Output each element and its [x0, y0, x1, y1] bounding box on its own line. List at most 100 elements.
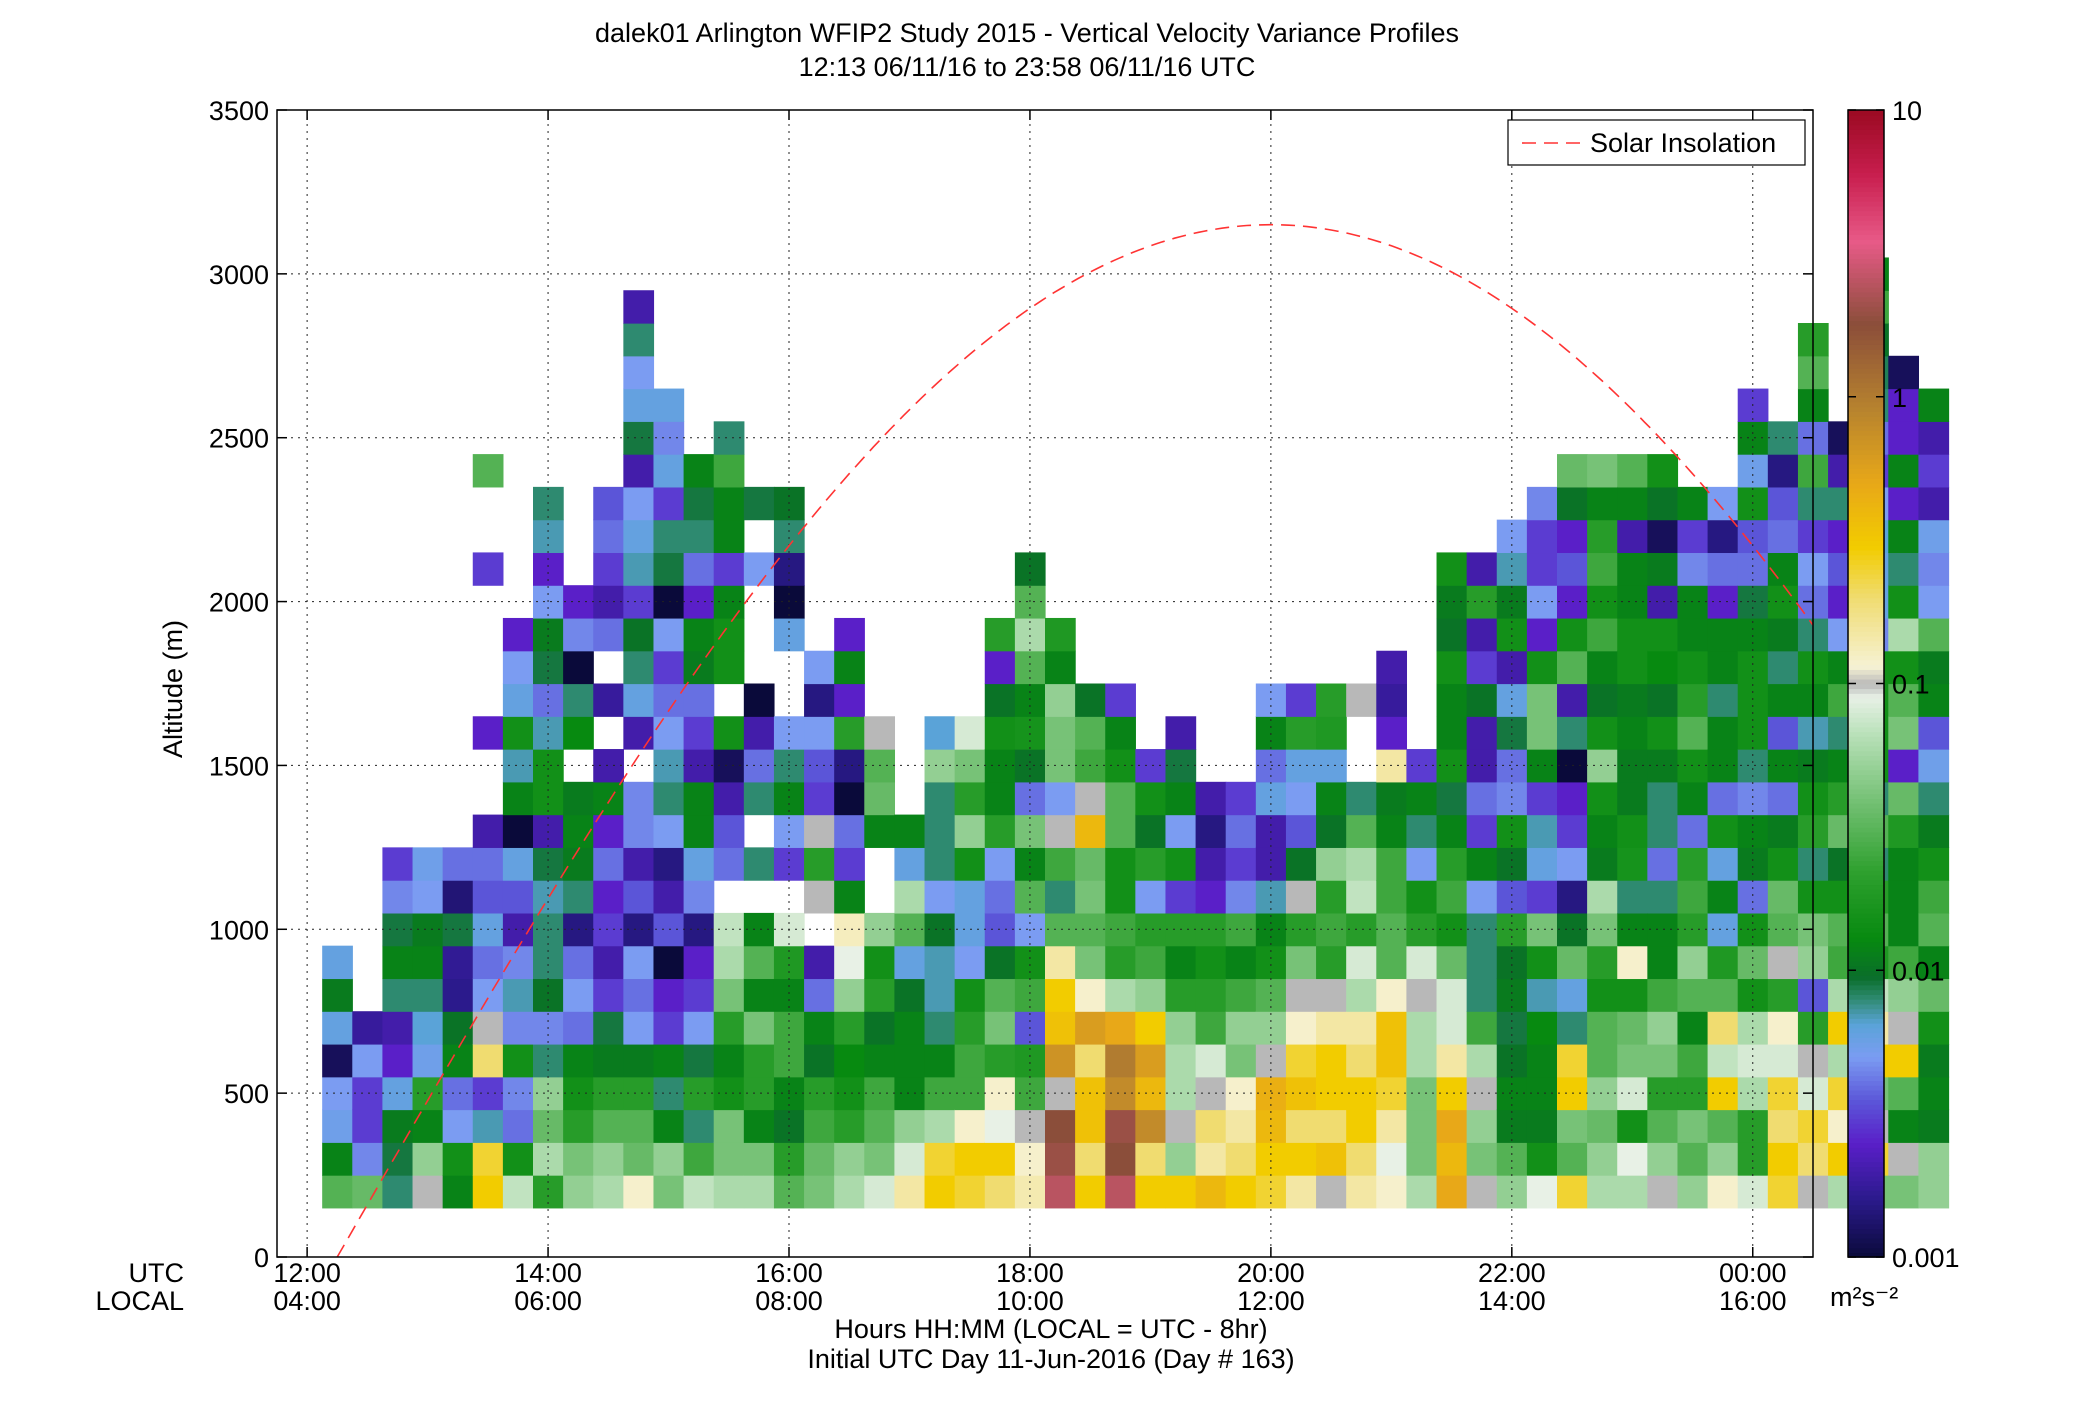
heatmap-cell: [1587, 1011, 1618, 1045]
heatmap-cell: [804, 683, 835, 717]
colorbar-band: [1848, 114, 1884, 121]
colorbar-band: [1848, 807, 1884, 814]
heatmap-cell: [1767, 781, 1799, 816]
heatmap-cell: [1767, 945, 1799, 980]
heatmap-cell: [1918, 978, 1950, 1012]
heatmap-cell: [1285, 1011, 1317, 1045]
heatmap-cell: [1285, 683, 1317, 717]
heatmap-cell: [1767, 650, 1799, 685]
heatmap-cell: [502, 814, 534, 848]
heatmap-cell: [713, 847, 745, 881]
heatmap-cell: [1346, 945, 1377, 980]
heatmap-cell: [1888, 1011, 1920, 1045]
colorbar-band: [1848, 879, 1884, 886]
heatmap-cell: [683, 617, 715, 652]
heatmap-cell: [1677, 683, 1709, 717]
heatmap-cell: [1014, 650, 1046, 685]
colorbar-band: [1848, 960, 1884, 967]
colorbar-band: [1848, 353, 1884, 360]
heatmap-cell: [472, 1109, 504, 1143]
colorbar-band: [1848, 348, 1884, 355]
colorbar-band: [1848, 463, 1884, 470]
heatmap-cell: [924, 978, 956, 1012]
colorbar-band: [1848, 454, 1884, 460]
heatmap-cell: [1436, 1109, 1468, 1143]
heatmap-cell: [1285, 945, 1317, 980]
heatmap-cell: [442, 1011, 474, 1045]
colorbar-band: [1848, 458, 1884, 465]
heatmap-cell: [1255, 880, 1287, 914]
heatmap-cell: [1647, 683, 1679, 717]
heatmap-cell: [1647, 486, 1679, 521]
heatmap-cell: [653, 585, 685, 619]
heatmap-cell: [1436, 978, 1468, 1012]
x-tick-label-local: 08:00: [755, 1286, 823, 1316]
colorbar-band: [1848, 688, 1884, 694]
heatmap-cell: [1105, 1011, 1136, 1045]
heatmap-cell: [1285, 814, 1317, 848]
heatmap-cell: [1587, 486, 1618, 521]
colorbar-band: [1848, 282, 1884, 288]
colorbar-band: [1848, 1194, 1884, 1201]
colorbar-band: [1848, 148, 1884, 154]
colorbar-band: [1848, 219, 1884, 226]
heatmap-cell: [1526, 486, 1558, 521]
heatmap-cell: [1918, 1011, 1950, 1045]
heatmap-cell: [442, 1076, 474, 1111]
heatmap-cell: [593, 749, 624, 783]
colorbar-band: [1848, 372, 1884, 379]
heatmap-cell: [502, 1175, 534, 1209]
heatmap-cell: [1617, 716, 1648, 750]
heatmap-cell: [593, 486, 624, 521]
colorbar-band: [1848, 153, 1884, 159]
colorbar-band: [1848, 616, 1884, 623]
heatmap-cell: [984, 683, 1016, 717]
colorbar-band: [1848, 564, 1884, 570]
heatmap-cell: [894, 1142, 926, 1176]
heatmap-cell: [1707, 617, 1739, 652]
heatmap-cell: [412, 945, 444, 980]
heatmap-cell: [1888, 945, 1920, 980]
heatmap-cell: [713, 552, 745, 586]
heatmap-cell: [1346, 1011, 1377, 1045]
heatmap-cell: [1075, 945, 1106, 980]
heatmap-cell: [502, 1076, 534, 1111]
heatmap-cell: [1557, 454, 1588, 488]
heatmap-cell: [1707, 1043, 1739, 1078]
heatmap-cell: [1587, 617, 1618, 652]
colorbar-band: [1848, 1056, 1884, 1062]
heatmap-cell: [1557, 814, 1588, 848]
heatmap-cell: [1496, 880, 1528, 914]
heatmap-cell: [1255, 716, 1287, 750]
heatmap-cell: [1225, 880, 1257, 914]
heatmap-cell: [502, 716, 534, 750]
heatmap-cell: [1557, 519, 1588, 554]
colorbar-band: [1848, 702, 1884, 709]
heatmap-cell: [1918, 421, 1950, 455]
heatmap-cell: [743, 781, 775, 816]
colorbar-band: [1848, 984, 1884, 991]
heatmap-cell: [1918, 880, 1950, 914]
heatmap-cell: [382, 847, 414, 881]
heatmap-cell: [1617, 781, 1648, 816]
heatmap-cell: [472, 847, 504, 881]
colorbar-band: [1848, 1003, 1884, 1010]
heatmap-cell: [442, 1175, 474, 1209]
heatmap-cell: [442, 912, 474, 947]
colorbar-band: [1848, 693, 1884, 699]
heatmap-cell: [472, 1175, 504, 1209]
heatmap-cell: [1888, 749, 1920, 783]
heatmap-cell: [1526, 1142, 1558, 1176]
heatmap-cell: [1406, 880, 1438, 914]
heatmap-cell: [1045, 880, 1076, 914]
colorbar-band: [1848, 497, 1884, 503]
heatmap-cell: [623, 290, 655, 324]
heatmap-cell: [984, 650, 1016, 685]
heatmap-cell: [502, 650, 534, 685]
heatmap-cell: [864, 945, 896, 980]
heatmap-cell: [382, 978, 414, 1012]
heatmap-cell: [1075, 1011, 1106, 1045]
heatmap-cell: [1075, 716, 1106, 750]
heatmap-cell: [1707, 519, 1739, 554]
colorbar-band: [1848, 1113, 1884, 1120]
